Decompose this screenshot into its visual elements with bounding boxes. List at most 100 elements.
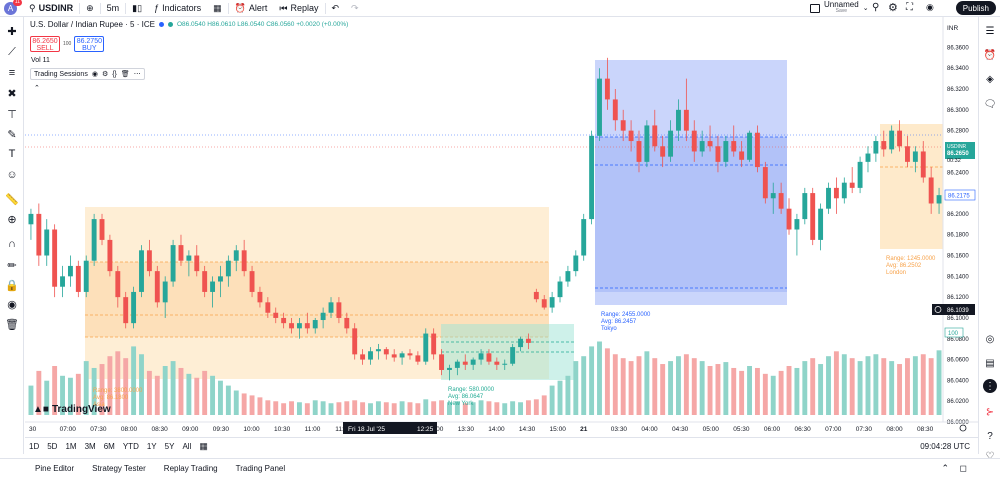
alert-button[interactable]: ⏰ Alert: [229, 0, 274, 17]
timeframe-button[interactable]: YTD: [122, 441, 139, 451]
tradingview-logo[interactable]: ▲■ TradingView: [33, 404, 111, 415]
volume-bar: [691, 358, 697, 415]
level-price-tag: [944, 189, 976, 201]
fullscreen-icon[interactable]: ⛶: [906, 2, 913, 13]
footer-tab[interactable]: Strategy Tester: [92, 463, 146, 473]
trend-line-icon[interactable]: ⟋: [8, 45, 16, 58]
buy-button[interactable]: 86.2750 BUY: [74, 36, 105, 52]
candle-body: [210, 281, 216, 292]
chart-type-button[interactable]: ▮▯: [126, 0, 148, 17]
time-axis[interactable]: 30 07:00 07:30 08:00 08:30 09:00 09:30 10:00 10:…: [25, 421, 978, 433]
magnet-icon[interactable]: ∩: [8, 238, 16, 250]
more-icon[interactable]: ⋯: [133, 71, 141, 78]
timeframe-button[interactable]: All: [182, 441, 192, 451]
trash-icon[interactable]: 🗑: [5, 318, 19, 331]
user-avatar[interactable]: A 11: [4, 0, 22, 15]
chat-icon[interactable]: 🗨: [983, 98, 997, 110]
candle-body: [320, 312, 326, 321]
redo-button[interactable]: ↷: [345, 0, 365, 17]
replay-button[interactable]: ⏮ Replay: [273, 0, 324, 17]
legend-title[interactable]: U.S. Dollar / Indian Rupee · 5 · ICE: [30, 20, 155, 29]
broadcast-icon[interactable]: ⊱: [985, 406, 995, 418]
timeframe-button[interactable]: 5D: [47, 441, 58, 451]
candle-body: [447, 367, 452, 370]
footer-tab[interactable]: Replay Trading: [163, 463, 218, 473]
maximize-icon[interactable]: ◻: [959, 462, 967, 473]
timeframe-button[interactable]: 5Y: [164, 441, 175, 451]
settings-icon[interactable]: ⚙: [101, 71, 109, 78]
symbol-search-button[interactable]: ⚲ USDINR: [23, 0, 79, 17]
prediction-icon[interactable]: ⊤: [7, 108, 17, 121]
price-axis[interactable]: INR 86.3600 86.3400 86.3200 86.3000 86.2800 8…: [942, 17, 969, 426]
time-tick-label: 08:30: [917, 426, 934, 433]
volume-bar: [533, 399, 539, 415]
eye-icon[interactable]: ◉: [7, 298, 17, 311]
utc-clock[interactable]: 09:04:28 UTC: [920, 441, 970, 451]
time-axis-settings-icon[interactable]: [959, 424, 967, 432]
time-tick-label: 14:30: [519, 426, 536, 433]
timeframe-button[interactable]: 6M: [103, 441, 115, 451]
smile-icon[interactable]: ☺: [6, 169, 18, 181]
volume-bar: [920, 354, 926, 415]
volume-bar: [320, 401, 326, 415]
candle-body: [383, 349, 389, 355]
chart-canvas[interactable]: Range: 3800.0000 Avg: 86.1800 Asia Range…: [25, 17, 978, 437]
watchlist-icon[interactable]: ☰: [985, 25, 995, 37]
candle-body: [510, 347, 516, 364]
sell-button[interactable]: 86.2650 SELL: [30, 36, 60, 52]
price-tick-label: 86.2400: [947, 170, 969, 176]
date-range-icon[interactable]: ▦: [199, 440, 208, 451]
help-icon[interactable]: ?: [987, 430, 993, 442]
top-toolbar: A 11 ⚲ USDINR ⊕ 5m ▮▯ ƒ Indicators ▦ ⏰ A…: [0, 0, 1000, 17]
lock-drawing-icon[interactable]: ✏: [7, 259, 17, 272]
price-tick-label: 86.3600: [947, 45, 969, 51]
fib-icon[interactable]: ≡: [8, 67, 16, 79]
indicators-button[interactable]: ƒ Indicators: [148, 0, 207, 17]
calendar-icon[interactable]: ▤: [985, 357, 995, 369]
candle-body: [75, 265, 81, 292]
timeframe-button[interactable]: 3M: [84, 441, 96, 451]
target-icon[interactable]: ◎: [985, 333, 995, 345]
candle-body: [723, 141, 729, 162]
volume-bar: [265, 400, 271, 415]
undo-button[interactable]: ↶: [326, 0, 346, 17]
source-icon[interactable]: {}: [112, 70, 117, 78]
zoom-in-icon[interactable]: ⊕: [7, 213, 17, 226]
notifications-icon[interactable]: ♡: [985, 450, 995, 462]
brush-icon[interactable]: ✎: [7, 128, 17, 141]
crosshair-icon[interactable]: ✚: [7, 25, 17, 38]
timeframe-button[interactable]: 1M: [65, 441, 77, 451]
pattern-icon[interactable]: ✖: [7, 87, 17, 100]
footer-tab[interactable]: Trading Panel: [235, 463, 286, 473]
timeframe-button[interactable]: 1Y: [146, 441, 157, 451]
footer-tab[interactable]: Pine Editor: [35, 463, 75, 473]
search-icon[interactable]: ⚲: [872, 2, 880, 13]
chart-legend: U.S. Dollar / Indian Rupee · 5 · ICE O86…: [30, 20, 348, 29]
alarm-clock-icon[interactable]: ⏰: [983, 49, 997, 61]
volume-legend[interactable]: Vol 11: [31, 57, 50, 64]
undo-icon: ↶: [331, 2, 340, 13]
interval-button[interactable]: 5m: [101, 0, 126, 17]
text-icon[interactable]: T: [8, 148, 16, 160]
trash-icon[interactable]: 🗑: [120, 71, 130, 78]
apps-icon[interactable]: ⋮: [983, 379, 997, 393]
eye-icon[interactable]: ◉: [91, 71, 98, 78]
trading-sessions-indicator[interactable]: Trading Sessions ◉ ⚙ {} 🗑 ⋯: [30, 68, 145, 80]
ruler-icon[interactable]: 📏: [5, 193, 19, 206]
chart-area[interactable]: Range: 3800.0000 Avg: 86.1800 Asia Range…: [25, 17, 978, 437]
settings-icon[interactable]: ⚙: [888, 2, 898, 14]
templates-button[interactable]: ▦: [207, 0, 228, 17]
candle-body: [399, 353, 405, 358]
layers-icon[interactable]: ◈: [986, 73, 994, 85]
timeframe-button[interactable]: 1D: [29, 441, 40, 451]
lock-icon[interactable]: 🔒: [5, 279, 19, 292]
compare-button[interactable]: ⊕: [80, 0, 100, 17]
layout-button[interactable]: Unnamed Save ⌄: [810, 1, 869, 15]
collapse-icon[interactable]: ⌃: [941, 462, 949, 473]
crosshair-plus-icon[interactable]: [934, 306, 942, 313]
candle-body: [494, 361, 500, 365]
camera-icon[interactable]: ◉: [926, 2, 934, 12]
collapse-legend-icon[interactable]: ⌃: [34, 85, 40, 92]
publish-button[interactable]: Publish: [955, 1, 996, 15]
volume-bar: [210, 375, 216, 415]
